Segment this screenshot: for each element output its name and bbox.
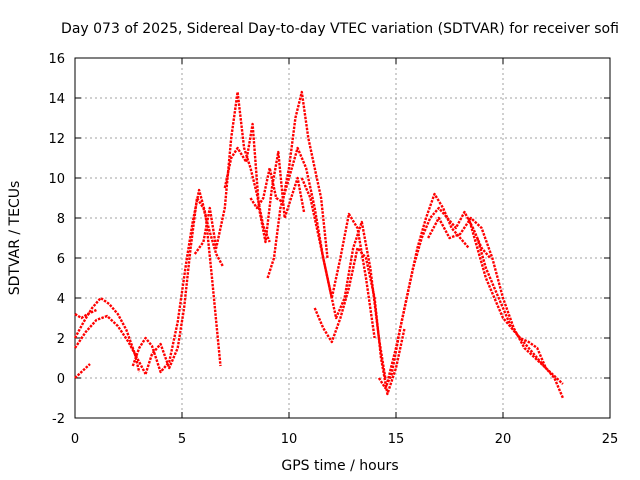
axis-ticks [74,57,611,419]
y-tick-label: 12 [48,132,65,147]
y-tick-label: 0 [57,372,65,387]
y-tick-label: 16 [48,52,65,67]
x-tick-label: 10 [281,432,298,447]
y-tick-labels: -2 0 2 4 6 8 10 12 14 16 [48,52,65,427]
series-satellite-trace-6 [144,196,224,375]
data-series [73,90,565,399]
series-satellite-trace-7 [193,90,271,255]
y-tick-label: 6 [57,252,65,267]
grid-lines [75,58,610,418]
series-satellite-trace-9 [249,90,329,259]
x-tick-label: 25 [602,432,619,447]
series-satellite-trace-17 [467,217,547,369]
chart-title: Day 073 of 2025, Sidereal Day-to-day VTE… [61,21,619,37]
y-tick-label: -2 [52,412,65,427]
y-tick-label: 10 [48,172,65,187]
y-tick-label: 8 [57,212,65,227]
y-tick-label: 14 [48,92,65,107]
series-satellite-trace-1 [73,296,141,373]
x-tick-label: 5 [178,432,186,447]
y-axis-label: SDTVAR / TECUs [7,181,23,296]
series-satellite-trace-12 [313,246,406,396]
y-tick-label: 2 [57,332,65,347]
series-satellite-trace-16 [476,237,565,399]
x-tick-labels: 0 5 10 15 20 25 [71,432,618,447]
y-tick-label: 4 [57,292,65,307]
series-satellite-trace-5 [131,188,222,374]
series-satellite-trace-3 [74,363,91,379]
series-satellite-trace-13 [377,192,470,390]
series-satellite-trace-14 [386,206,492,383]
series-satellite-trace-2 [74,314,147,375]
series-satellite-trace-8 [223,122,306,244]
x-tick-label: 0 [71,432,79,447]
x-axis-label: GPS time / hours [281,458,398,474]
plot-frame [74,57,611,419]
x-tick-label: 20 [495,432,512,447]
x-tick-label: 15 [388,432,405,447]
series-satellite-trace-4 [74,308,97,320]
